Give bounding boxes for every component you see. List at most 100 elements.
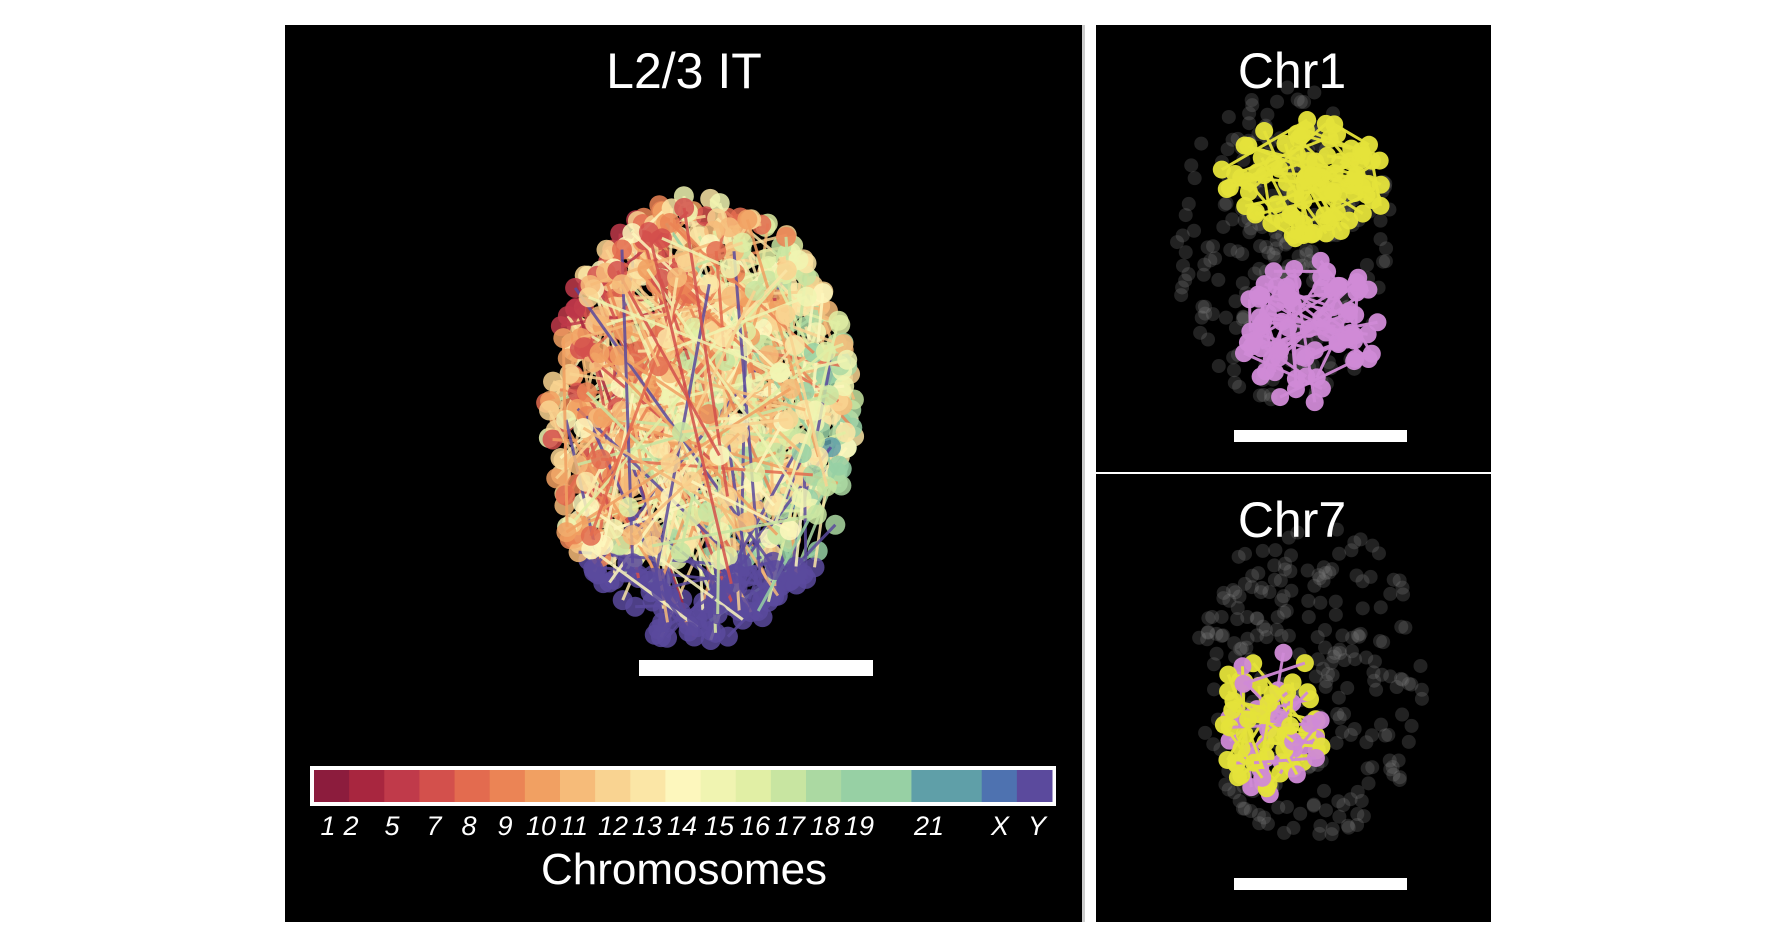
bead xyxy=(1379,241,1394,256)
bead xyxy=(1214,715,1233,734)
bead xyxy=(1252,388,1267,403)
bead xyxy=(717,626,738,647)
bead xyxy=(1278,556,1293,571)
bead xyxy=(638,222,659,243)
bond xyxy=(1258,693,1274,770)
colorbar-swatch xyxy=(770,770,807,802)
bead xyxy=(1243,221,1258,236)
bead xyxy=(574,337,595,358)
bead xyxy=(659,212,680,233)
bead xyxy=(1237,801,1252,816)
bead xyxy=(1233,642,1248,657)
bond xyxy=(1295,153,1343,232)
bead xyxy=(1268,543,1283,558)
colorbar-tick-label: 16 xyxy=(740,811,771,841)
bead xyxy=(1374,667,1389,682)
bead xyxy=(1392,770,1407,785)
bead xyxy=(1359,650,1374,665)
bead xyxy=(1350,784,1365,799)
colorbar-tick-label: 8 xyxy=(461,811,476,841)
bead xyxy=(1198,306,1213,321)
bead xyxy=(1344,543,1359,558)
bead xyxy=(1310,652,1325,667)
bead xyxy=(1313,818,1328,833)
bead xyxy=(1284,583,1299,598)
bead xyxy=(1373,232,1388,247)
bead xyxy=(1273,573,1288,588)
bead xyxy=(815,341,836,362)
bead xyxy=(1236,310,1251,325)
bead xyxy=(1217,197,1232,212)
bead xyxy=(1200,625,1215,640)
bead xyxy=(1231,549,1246,564)
bead xyxy=(1401,734,1416,749)
bead xyxy=(1247,266,1262,281)
bead xyxy=(596,239,617,260)
bead xyxy=(1251,807,1266,822)
bead xyxy=(1283,226,1302,245)
bead xyxy=(674,197,695,218)
bead xyxy=(1267,558,1282,573)
bead xyxy=(1187,223,1202,238)
bead xyxy=(1174,288,1189,303)
bead xyxy=(1293,94,1308,109)
bead xyxy=(1344,644,1359,659)
bead xyxy=(1325,668,1340,683)
bead xyxy=(1243,804,1258,819)
bead xyxy=(1381,727,1396,742)
bead xyxy=(1324,655,1339,670)
bead xyxy=(1401,676,1416,691)
bead xyxy=(1328,607,1343,622)
bead xyxy=(1332,546,1347,561)
bead xyxy=(1413,658,1428,673)
colorbar-tick-label: 2 xyxy=(342,811,358,841)
scale-bar xyxy=(639,660,873,676)
bead xyxy=(1255,122,1274,141)
bead xyxy=(1175,258,1190,273)
bead xyxy=(1226,363,1241,378)
bead xyxy=(1214,609,1229,624)
bead xyxy=(1201,332,1216,347)
bead xyxy=(828,310,849,331)
bead xyxy=(1317,622,1332,637)
bead xyxy=(1355,574,1370,589)
bead xyxy=(1234,641,1249,656)
bead xyxy=(1331,794,1346,809)
bead xyxy=(1299,242,1314,257)
bead xyxy=(1363,191,1382,210)
bead xyxy=(1249,285,1268,304)
bead xyxy=(1234,674,1253,693)
bead xyxy=(1239,640,1254,655)
bead xyxy=(1364,728,1379,743)
bead xyxy=(1277,825,1292,840)
bead xyxy=(706,241,727,262)
bead xyxy=(1250,628,1265,643)
bead xyxy=(1206,737,1221,752)
bead xyxy=(1221,109,1236,124)
bond xyxy=(582,426,748,524)
bead xyxy=(1214,628,1229,643)
bead xyxy=(1235,801,1250,816)
bead xyxy=(580,525,601,546)
colorbar-tick-label: 10 xyxy=(526,811,556,841)
bead xyxy=(1360,761,1375,776)
bead xyxy=(1353,626,1368,641)
bond xyxy=(727,444,750,577)
colorbar-tick-label: 17 xyxy=(775,811,806,841)
bead xyxy=(1175,228,1190,243)
bead xyxy=(1378,728,1393,743)
bead xyxy=(1386,767,1401,782)
bead xyxy=(1325,562,1340,577)
bead xyxy=(1312,826,1327,841)
bead xyxy=(1242,225,1257,240)
bead xyxy=(1225,212,1240,227)
bond xyxy=(585,391,709,514)
bead xyxy=(1212,160,1231,179)
bead xyxy=(1324,827,1339,842)
bead xyxy=(1211,359,1226,374)
bead xyxy=(1329,522,1344,537)
bead xyxy=(1404,677,1419,692)
bead xyxy=(1291,249,1306,264)
bead xyxy=(1194,136,1209,151)
bead xyxy=(1306,798,1321,813)
